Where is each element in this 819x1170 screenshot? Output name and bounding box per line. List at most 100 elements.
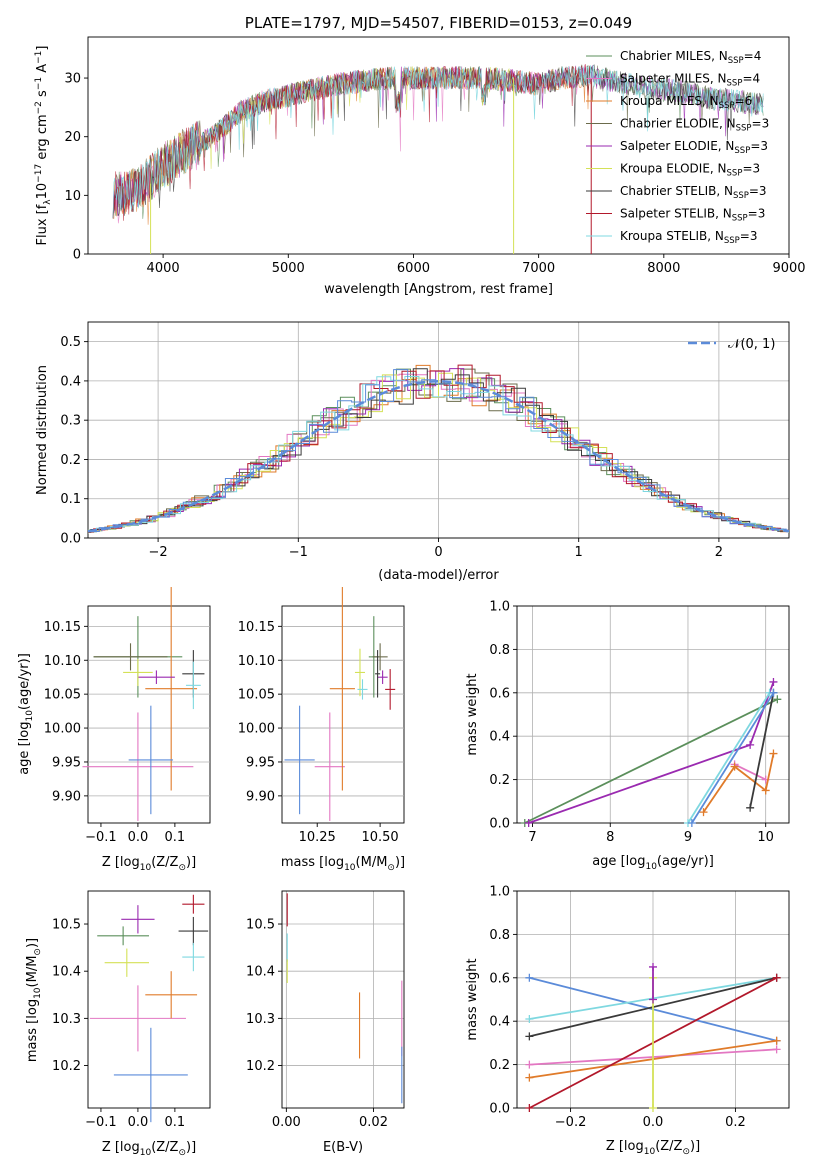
x-tick-label: 7	[528, 830, 536, 845]
y-tick-label: 30	[64, 72, 81, 87]
axes-frame	[281, 890, 405, 1109]
legend-tail: =3	[752, 117, 770, 131]
x-axis-label-text: mass [log10(M/M⊙)]	[281, 855, 405, 873]
weight-marker	[525, 1104, 534, 1112]
weight-marker	[649, 962, 657, 971]
label-part: 10	[25, 710, 35, 722]
x-axis-label-text: Z [log10(Z/Z⊙)]	[606, 1139, 700, 1157]
x-tick-label: 10.25	[299, 830, 336, 845]
legend-main: Kroupa MILES, N	[620, 94, 719, 108]
label-part: mass [log	[281, 855, 344, 870]
x-axis-label: Z [log10(Z/Z⊙)]	[102, 1140, 196, 1158]
x-axis-label: Z [log10(Z/Z⊙)]	[606, 1139, 700, 1157]
x-axis-label-text: age [log10(age/yr)]	[592, 854, 714, 872]
weight-marker	[687, 819, 696, 827]
y-tick-label: 0.0	[489, 817, 510, 832]
y-tick-label: 10.05	[238, 688, 275, 703]
x-tick-label: 0.0	[128, 1115, 149, 1130]
histogram-kroupa_stelib	[88, 376, 789, 533]
weight-marker	[773, 695, 782, 704]
weight-marker	[525, 1060, 534, 1069]
legend-label: Chabrier ELODIE, NSSP=3	[620, 117, 769, 134]
y-tick-label: 0.1	[60, 492, 81, 507]
label-part: λ	[43, 199, 53, 205]
label-part: (Z/Z	[655, 1139, 682, 1154]
x-tick-label: 1	[575, 545, 583, 560]
y-tick-label: 10.05	[44, 688, 81, 703]
y-axis-label-text: mass weight	[465, 958, 480, 1040]
y-tick-label: 20	[64, 130, 81, 145]
label-part: Z [log	[102, 855, 140, 870]
x-tick-label: 0.0	[643, 1115, 664, 1130]
y-tick-label: 10.5	[52, 918, 81, 933]
y-axis-label: Normed distribution	[35, 365, 50, 495]
label-part: mass [log	[25, 999, 40, 1062]
x-axis-label: Z [log10(Z/Z⊙)]	[102, 855, 196, 873]
normal-reference-curve	[87, 380, 790, 533]
x-tick-label: −0.1	[85, 1115, 117, 1130]
histogram-extra_blue	[88, 369, 789, 533]
weight-marker	[772, 1036, 781, 1045]
y-tick-label: 9.90	[246, 789, 275, 804]
label-part: )]	[186, 1140, 196, 1155]
legend-sub: SSP	[719, 101, 735, 111]
legend-tail: =3	[740, 229, 758, 243]
label-part: age [log	[592, 854, 645, 869]
y-tick-label: 10.2	[246, 1059, 275, 1074]
y-tick-label: 10.10	[238, 654, 275, 669]
x-tick-label: 7000	[522, 261, 555, 276]
x-axis-label: mass [log10(M/M⊙)]	[281, 855, 405, 873]
axes-frame	[87, 36, 790, 255]
weight-marker	[649, 1104, 657, 1112]
legend-tail: =3	[749, 184, 767, 198]
weight-marker	[649, 995, 657, 1004]
y-tick-label: 0.4	[489, 730, 510, 745]
label-part: ⊙	[178, 863, 186, 873]
label-part: 10	[644, 1147, 656, 1157]
label-part: 10	[140, 863, 152, 873]
y-tick-label: 9.90	[52, 789, 81, 804]
weight-line-chabrier_stelib	[749, 692, 775, 808]
label-part: )]	[395, 855, 405, 870]
legend-sub: SSP	[727, 79, 743, 89]
spectrum-kroupa_stelib	[112, 65, 764, 219]
x-axis-label-text: Z [log10(Z/Z⊙)]	[102, 855, 196, 873]
axes-frame	[516, 605, 790, 824]
legend-main: Salpeter STELIB, N	[620, 207, 732, 221]
y-axis-label-text: mass [log10(M/M⊙)]	[25, 938, 43, 1062]
label-part: )]	[25, 938, 40, 948]
label-part: −1	[34, 77, 44, 90]
y-tick-label: 0.6	[489, 686, 510, 701]
label-part: 10	[645, 862, 657, 872]
y-tick-label: 0.8	[489, 643, 510, 658]
legend-label: 𝒩(0, 1)	[728, 337, 775, 352]
y-axis-label: Flux [fλ10−17 erg cm−2 s−1 A−1]	[34, 46, 53, 246]
weight-marker	[769, 749, 778, 758]
axes-frame	[87, 605, 211, 824]
histogram-salpeter_stelib	[88, 364, 789, 533]
label-part: −1	[34, 51, 44, 64]
y-tick-label: 10.3	[52, 1012, 81, 1027]
label-part: −17	[34, 164, 44, 183]
label-part: s	[35, 90, 50, 101]
y-axis-label-text: Normed distribution	[35, 365, 50, 495]
weight-marker	[525, 1073, 534, 1082]
legend-label: Chabrier STELIB, NSSP=3	[620, 184, 767, 201]
x-tick-label: 6000	[397, 261, 430, 276]
weight-line-kroupa_stelib	[687, 692, 771, 824]
y-tick-label: 10.2	[52, 1059, 81, 1074]
weight-marker	[769, 677, 778, 686]
weight-marker	[772, 1045, 781, 1054]
y-tick-label: 10.15	[238, 620, 275, 635]
weight-line-chabrier_miles	[524, 698, 778, 824]
weight-marker	[746, 803, 755, 812]
label-part: )]	[690, 1139, 700, 1154]
x-tick-label: −0.1	[85, 830, 117, 845]
weight-marker	[525, 1032, 534, 1041]
x-tick-label: 10.50	[361, 830, 398, 845]
legend-label: Chabrier MILES, NSSP=4	[620, 49, 761, 66]
label-part: Z [log	[102, 1140, 140, 1155]
legend-label: Salpeter ELODIE, NSSP=3	[620, 139, 768, 156]
legend-tail: =4	[744, 49, 762, 63]
